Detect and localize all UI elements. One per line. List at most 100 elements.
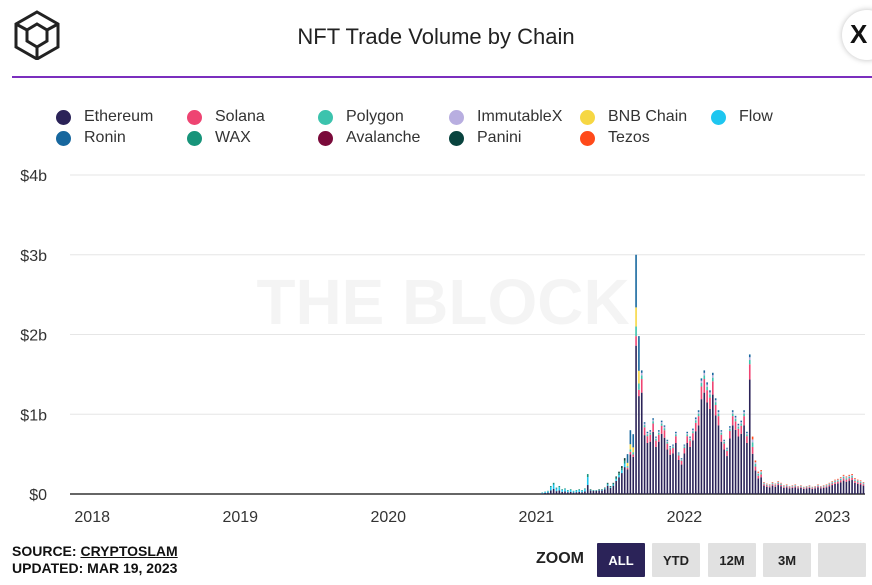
bar-segment-ronin[interactable] (638, 336, 640, 371)
bar-segment-ethereum[interactable] (760, 477, 762, 494)
bar-segment-polygon[interactable] (811, 487, 814, 489)
bar-segment-panini[interactable] (615, 476, 617, 478)
bar-segment-solana[interactable] (783, 486, 785, 488)
bar-segment-immutablex[interactable] (771, 482, 774, 484)
bar-segment-polygon[interactable] (677, 454, 680, 456)
legend-item-solana[interactable]: Solana (187, 108, 265, 126)
bar-segment-tezos[interactable] (859, 480, 862, 482)
bar-segment-ethereum[interactable] (751, 453, 754, 494)
bar-segment-ethereum[interactable] (731, 425, 734, 494)
bar-segment-solana[interactable] (808, 486, 811, 488)
bar-segment-immutablex[interactable] (660, 422, 663, 424)
bar-segment-flow[interactable] (552, 484, 555, 489)
bar-segment-polygon[interactable] (706, 386, 708, 391)
bar-segment-solana[interactable] (660, 425, 663, 434)
bar-segment-ethereum[interactable] (586, 485, 589, 494)
bar-segment-solana[interactable] (768, 486, 771, 488)
bar-segment-ethereum[interactable] (808, 487, 811, 494)
bar-segment-solana[interactable] (842, 478, 845, 481)
bar-segment-panini[interactable] (621, 466, 623, 469)
bar-segment-polygon[interactable] (692, 431, 694, 434)
bar-segment-ronin[interactable] (675, 431, 677, 434)
bar-segment-immutablex[interactable] (731, 411, 734, 414)
bar-segment-tezos[interactable] (842, 474, 845, 476)
bar-segment-flow[interactable] (584, 489, 586, 492)
bar-segment-solana[interactable] (714, 404, 717, 416)
bar-segment-solana[interactable] (859, 482, 862, 485)
bar-segment-solana[interactable] (646, 436, 649, 443)
bar-segment-immutablex[interactable] (851, 475, 853, 477)
bar-segment-polygon[interactable] (808, 486, 811, 487)
bar-segment-ethereum[interactable] (768, 487, 771, 494)
bar-segment-ronin[interactable] (683, 444, 686, 446)
bar-segment-wax[interactable] (609, 486, 612, 488)
bar-segment-solana[interactable] (626, 467, 629, 470)
bar-segment-polygon[interactable] (842, 476, 845, 479)
bar-segment-ethereum[interactable] (672, 453, 674, 494)
bar-segment-ethereum[interactable] (686, 442, 689, 494)
bar-segment-polygon[interactable] (817, 485, 819, 487)
bar-segment-immutablex[interactable] (663, 426, 666, 429)
bar-segment-solana[interactable] (839, 480, 842, 483)
bar-segment-solana[interactable] (862, 484, 865, 486)
bar-segment-polygon[interactable] (663, 428, 666, 431)
bar-segment-panini[interactable] (612, 482, 615, 484)
bar-segment-ethereum[interactable] (592, 491, 595, 494)
bar-segment-solana[interactable] (683, 448, 686, 454)
bar-segment-ethereum[interactable] (663, 437, 666, 494)
zoom-ytd-button[interactable]: YTD (652, 543, 700, 577)
bar-segment-polygon[interactable] (658, 432, 660, 435)
bar-segment-ethereum[interactable] (623, 467, 626, 494)
zoom-3m-button[interactable]: 3M (763, 543, 811, 577)
bar-segment-ronin[interactable] (731, 410, 734, 412)
bar-segment-polygon[interactable] (783, 486, 785, 487)
bar-segment-solana[interactable] (689, 440, 691, 447)
bar-segment-polygon[interactable] (680, 459, 683, 461)
bar-segment-ethereum[interactable] (692, 440, 694, 494)
bar-segment-ethereum[interactable] (834, 483, 836, 494)
bar-segment-ronin[interactable] (669, 446, 671, 448)
bar-segment-polygon[interactable] (851, 476, 853, 478)
bar-segment-immutablex[interactable] (842, 475, 845, 477)
bar-segment-immutablex[interactable] (675, 433, 677, 435)
bar-segment-solana[interactable] (694, 422, 697, 432)
bar-segment-polygon[interactable] (862, 483, 865, 485)
bar-segment-immutablex[interactable] (712, 375, 714, 378)
bar-segment-polygon[interactable] (822, 486, 825, 487)
bar-segment-flow[interactable] (581, 490, 583, 493)
bar-segment-immutablex[interactable] (729, 427, 731, 429)
bar-segment-flow[interactable] (558, 487, 561, 491)
bar-segment-solana[interactable] (751, 446, 754, 454)
bar-segment-immutablex[interactable] (689, 437, 691, 439)
bar-segment-solana[interactable] (726, 450, 728, 457)
bar-segment-wax[interactable] (621, 468, 623, 471)
bar-segment-ethereum[interactable] (584, 491, 586, 494)
bar-segment-ronin[interactable] (726, 447, 728, 449)
bar-segment-immutablex[interactable] (652, 419, 654, 422)
bar-segment-flow[interactable] (547, 491, 549, 493)
legend-item-ronin[interactable]: Ronin (56, 129, 126, 147)
bar-segment-solana[interactable] (669, 449, 671, 455)
bar-segment-solana[interactable] (828, 484, 831, 487)
zoom-all-button[interactable]: ALL (597, 543, 645, 577)
bar-segment-ethereum[interactable] (714, 415, 717, 494)
bar-segment-solana[interactable] (649, 434, 652, 442)
bar-segment-wax[interactable] (564, 488, 566, 490)
bar-segment-solana[interactable] (717, 416, 720, 426)
legend-item-flow[interactable]: Flow (711, 108, 773, 126)
bar-segment-immutablex[interactable] (646, 433, 649, 435)
bar-segment-immutablex[interactable] (643, 423, 646, 426)
bar-segment-ethereum[interactable] (788, 488, 791, 494)
bar-segment-wax[interactable] (584, 488, 586, 490)
bar-segment-immutablex[interactable] (655, 437, 657, 439)
bar-segment-ethereum[interactable] (575, 492, 578, 494)
bar-segment-polygon[interactable] (729, 428, 731, 431)
bar-segment-ethereum[interactable] (797, 488, 799, 494)
bar-segment-polygon[interactable] (697, 413, 700, 417)
bar-segment-polygon[interactable] (700, 382, 703, 387)
bar-segment-ronin[interactable] (686, 431, 689, 434)
bar-segment-immutablex[interactable] (862, 482, 865, 484)
bar-segment-polygon[interactable] (737, 426, 740, 429)
bar-segment-polygon[interactable] (675, 434, 677, 437)
bar-segment-ronin[interactable] (692, 428, 694, 430)
